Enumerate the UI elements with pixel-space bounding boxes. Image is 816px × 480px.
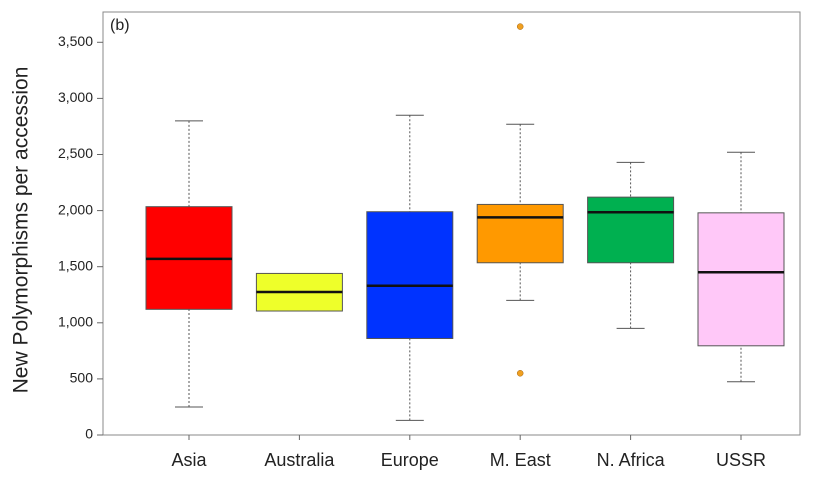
y-tick-label: 500 (70, 370, 94, 386)
box (366, 211, 454, 340)
box (476, 203, 564, 264)
y-tick-label: 0 (85, 426, 93, 442)
y-tick-label: 1,500 (58, 257, 93, 273)
plot-frame (102, 11, 801, 436)
y-axis-label: New Polymorphisms per accession (10, 67, 33, 394)
y-tick-label: 3,000 (58, 89, 93, 105)
y-tick-label: 2,000 (58, 201, 93, 217)
outlier (516, 370, 524, 377)
x-tick-label: Europe (381, 450, 439, 470)
box (587, 196, 675, 264)
y-tick-label: 2,500 (58, 145, 93, 161)
y-tick-label: 3,500 (58, 33, 93, 49)
x-tick-label: N. Africa (597, 450, 666, 470)
x-tick-label: M. East (490, 450, 551, 470)
panel-label: (b) (110, 17, 130, 34)
outlier (516, 23, 524, 30)
x-tick-label: USSR (716, 450, 766, 470)
y-tick-label: 1,000 (58, 314, 93, 330)
box (697, 212, 785, 347)
x-tick-label: Asia (171, 450, 207, 470)
x-tick-label: Australia (264, 450, 335, 470)
